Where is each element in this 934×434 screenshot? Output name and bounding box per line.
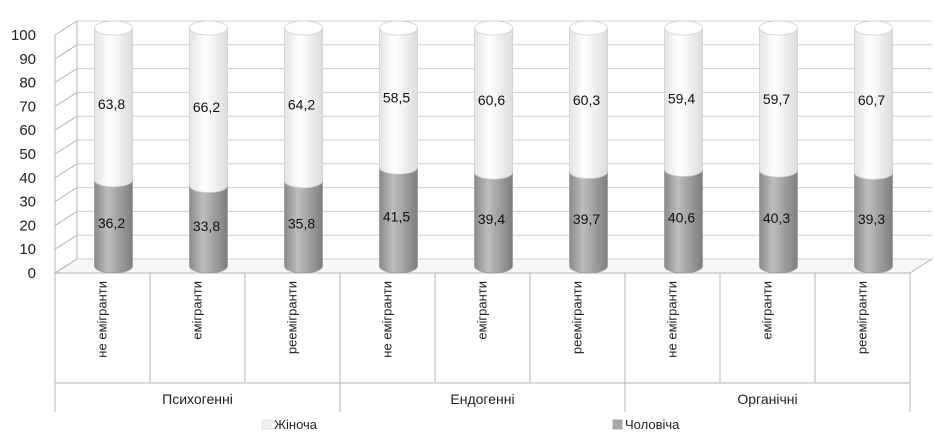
bar-segment-male (664, 168, 703, 274)
bar-segment-male (474, 171, 513, 274)
gridline-diagonal (54, 163, 78, 179)
data-label-female: 64,2 (288, 96, 315, 112)
cylinder-bar (474, 20, 513, 274)
gridline-diagonal (54, 68, 78, 84)
bar-top-cap (189, 20, 228, 36)
x-category-label: емігранти (760, 281, 775, 340)
bar-segment-male (854, 172, 893, 274)
chart-labels: 36,2 63,8 33,8 66,2 35,8 64,2 41,5 58,5 39,4 60,6… (98, 90, 885, 234)
x-group-label: Психогенні (162, 391, 233, 407)
y-tick-label: 100 (11, 27, 36, 44)
legend-label: Жіноча (274, 417, 318, 432)
bar-segment-female (94, 27, 133, 188)
y-tick-label: 60 (19, 122, 36, 139)
bar-top-cap (284, 20, 323, 36)
x-category-label: не емігранти (380, 281, 395, 358)
bar-segment-female (569, 27, 608, 179)
x-category-label: реемігранти (285, 281, 300, 354)
x-category-label: емігранти (475, 281, 490, 340)
bar-segment-male (284, 180, 323, 274)
bar-segment-male (569, 171, 608, 274)
cylinder-bar (664, 20, 703, 274)
data-label-male: 33,8 (193, 218, 220, 234)
data-label-male: 40,3 (763, 210, 790, 226)
cylinder-bar (379, 20, 418, 274)
y-tick-label: 10 (19, 241, 36, 258)
gridline-diagonal (54, 187, 78, 203)
bar-segment-female (759, 27, 798, 178)
cylinder-bar (569, 20, 608, 274)
gridline-diagonal (54, 20, 78, 36)
data-label-female: 66,2 (193, 99, 220, 115)
x-category-label: реемігранти (570, 281, 585, 354)
gridline-diagonal (54, 234, 78, 250)
y-tick-label: 80 (19, 75, 36, 92)
legend-swatch (612, 419, 623, 430)
bar-segment-female (189, 27, 228, 193)
x-category-label: реемігранти (855, 281, 870, 354)
cylinder-bar (284, 20, 323, 274)
x-group-label: Органічні (737, 391, 797, 407)
bar-top-cap (854, 20, 893, 36)
bar-top-cap (474, 20, 513, 36)
y-tick-label: 0 (28, 265, 36, 282)
data-label-male: 40,6 (668, 210, 695, 226)
data-label-female: 60,7 (858, 92, 885, 108)
x-category-label: не емігранти (95, 281, 110, 358)
bar-top-cap (759, 20, 798, 36)
legend-item-female: Жіноча (261, 417, 318, 432)
gridline-diagonal (54, 115, 78, 131)
y-tick-label: 20 (19, 217, 36, 234)
gridline-diagonal (54, 258, 78, 274)
bar-segment-male (189, 185, 228, 274)
bar-segment-male (379, 166, 418, 274)
y-tick-label: 90 (19, 51, 36, 68)
cylinder-bar (854, 20, 893, 274)
data-label-male: 39,3 (858, 211, 885, 227)
bar-segment-female (664, 27, 703, 177)
bar-segment-female (284, 27, 323, 189)
cylinder-bar (759, 20, 798, 274)
y-tick-label: 40 (19, 170, 36, 187)
data-label-male: 39,4 (478, 211, 505, 227)
bar-segment-female (854, 27, 893, 180)
legend-swatch (261, 419, 272, 430)
x-category-label: не емігранти (665, 281, 680, 358)
data-label-female: 58,5 (383, 90, 410, 106)
data-label-female: 60,3 (573, 92, 600, 108)
data-label-male: 39,7 (573, 211, 600, 227)
y-tick-label: 50 (19, 146, 36, 163)
y-tick-label: 30 (19, 194, 36, 211)
bar-segment-male (94, 179, 133, 274)
y-tick-label: 70 (19, 98, 36, 115)
gridline-diagonal (54, 139, 78, 155)
bar-top-cap (664, 20, 703, 36)
chart-legend: Жіноча Чоловіча (261, 417, 680, 432)
gridline-diagonal (54, 44, 78, 60)
bar-top-cap (569, 20, 608, 36)
data-label-female: 59,7 (763, 91, 790, 107)
data-label-male: 41,5 (383, 209, 410, 225)
data-label-male: 36,2 (98, 215, 125, 231)
cylinder-bar (189, 20, 228, 274)
legend-item-male: Чоловіча (612, 417, 680, 432)
data-label-female: 60,6 (478, 92, 505, 108)
gridline-diagonal (54, 210, 78, 226)
chart-bars (94, 20, 893, 274)
bar-top-cap (94, 20, 133, 36)
bar-segment-female (379, 27, 418, 175)
legend-label: Чоловіча (625, 417, 680, 432)
x-category-label: емігранти (190, 281, 205, 340)
bar-segment-female (474, 27, 513, 180)
cylinder-bar (94, 20, 133, 274)
gridline-diagonal (54, 91, 78, 107)
bar-top-cap (379, 20, 418, 36)
data-label-female: 63,8 (98, 96, 125, 112)
bar-segment-male (759, 169, 798, 274)
data-label-male: 35,8 (288, 215, 315, 231)
data-label-female: 59,4 (668, 91, 695, 107)
x-group-label: Ендогенні (450, 391, 514, 407)
